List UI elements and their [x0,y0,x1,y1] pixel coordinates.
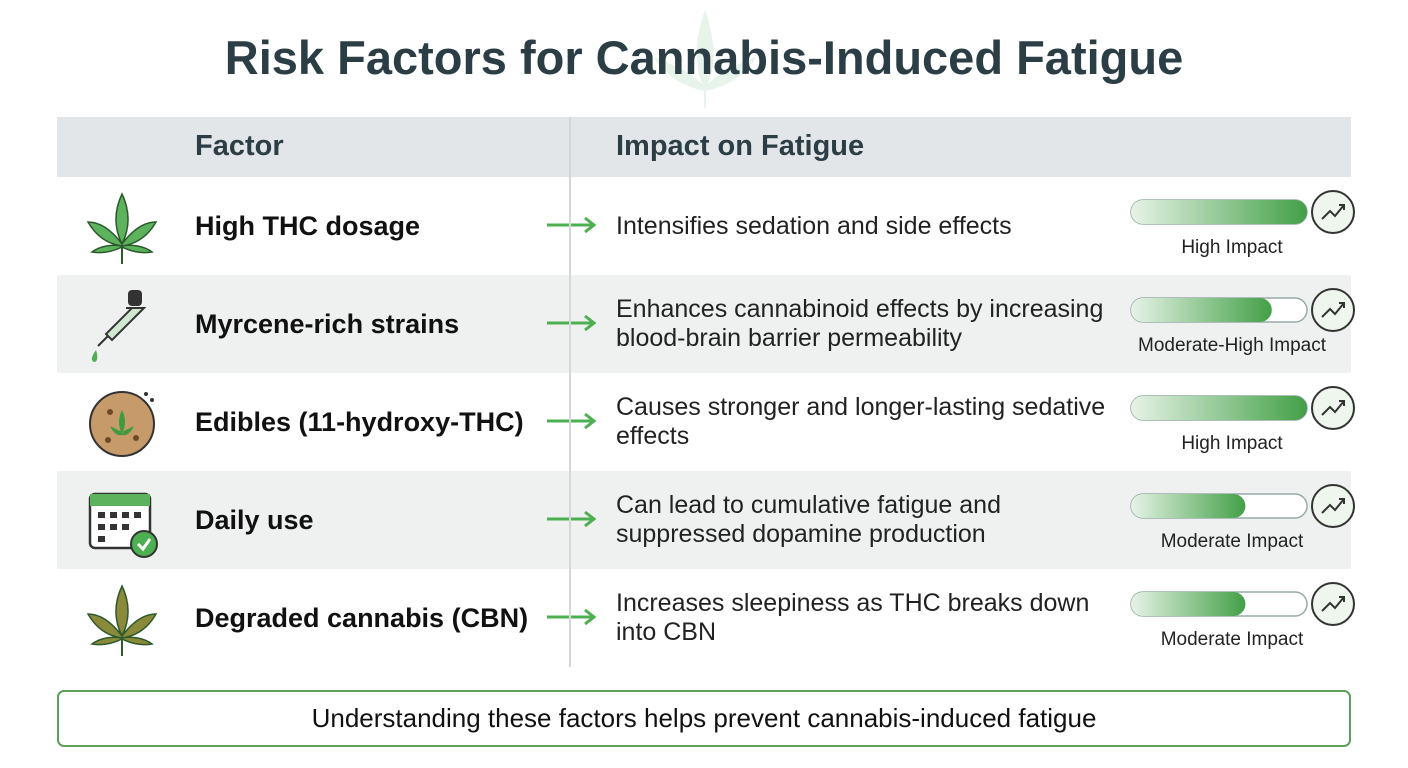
table-row: High THC dosage Intensifies sedation and … [57,177,1355,275]
impact-text: Causes stronger and longer-lasting sedat… [616,393,1106,450]
title: Risk Factors for Cannabis-Induced Fatigu… [224,31,1184,84]
watermark-leaf [654,9,756,108]
arrow-icon [547,608,597,626]
factor-icon [82,186,162,271]
impact-level: Moderate Impact [1160,629,1304,650]
table-row: Daily use Can lead to cumulative fatigue … [57,471,1355,569]
icon [86,192,158,264]
impact-text: Enhances cannabinoid effects by increasi… [616,295,1104,352]
arrow-icon [547,314,597,332]
impact-meter [1130,288,1355,332]
factor-icon [82,480,162,565]
icon [86,584,158,656]
meter-fill [1131,298,1272,322]
impact-level: High Impact [1181,433,1283,454]
arrow [547,607,599,632]
factor-icon [82,578,162,663]
impact-level: High Impact [1181,237,1283,258]
table-row: Degraded cannabis (CBN) Increases sleepin… [57,569,1355,667]
impact-meter [1130,582,1355,626]
arrow [547,509,599,534]
arrow [547,313,599,338]
icon [89,391,155,457]
impact-text: Can lead to cumulative fatigue and suppr… [616,491,1001,548]
meter-fill [1131,396,1307,420]
impact-level: Moderate-High Impact [1138,335,1326,356]
icon [91,290,147,362]
arrow-icon [547,216,597,234]
impact-meter [1130,484,1355,528]
impact-text: Intensifies sedation and side effects [616,211,1012,240]
arrow-icon [547,510,597,528]
factor-icon [82,284,162,369]
impact-meter [1130,386,1355,430]
arrow [547,215,599,240]
footer-note: Understanding these factors helps preven… [57,690,1351,747]
factor-name: High THC dosage [195,210,421,241]
table-row: Edibles (11-hydroxy-THC) Causes stronger … [57,373,1355,471]
column-header: Impact on Fatigue [616,130,865,162]
factor-name: Daily use [195,504,314,535]
icon [88,492,158,558]
column-divider [569,117,571,667]
factor-name: Myrcene-rich strains [195,308,460,339]
table-row: Myrcene-rich strains Enhances cannabinoid… [57,275,1355,373]
factor-name: Degraded cannabis (CBN) [195,602,529,633]
factor-icon [82,382,162,467]
factor-name: Edibles (11-hydroxy-THC) [195,406,524,437]
table-header [57,117,1351,177]
arrow [547,411,599,436]
meter-fill [1131,592,1246,616]
meter-fill [1131,494,1246,518]
impact-meter [1130,190,1355,234]
meter-fill [1131,200,1307,224]
impact-level: Moderate Impact [1160,531,1304,552]
impact-text: Increases sleepiness as THC breaks down … [616,589,1090,646]
arrow-icon [547,412,597,430]
column-header: Factor [195,130,284,162]
